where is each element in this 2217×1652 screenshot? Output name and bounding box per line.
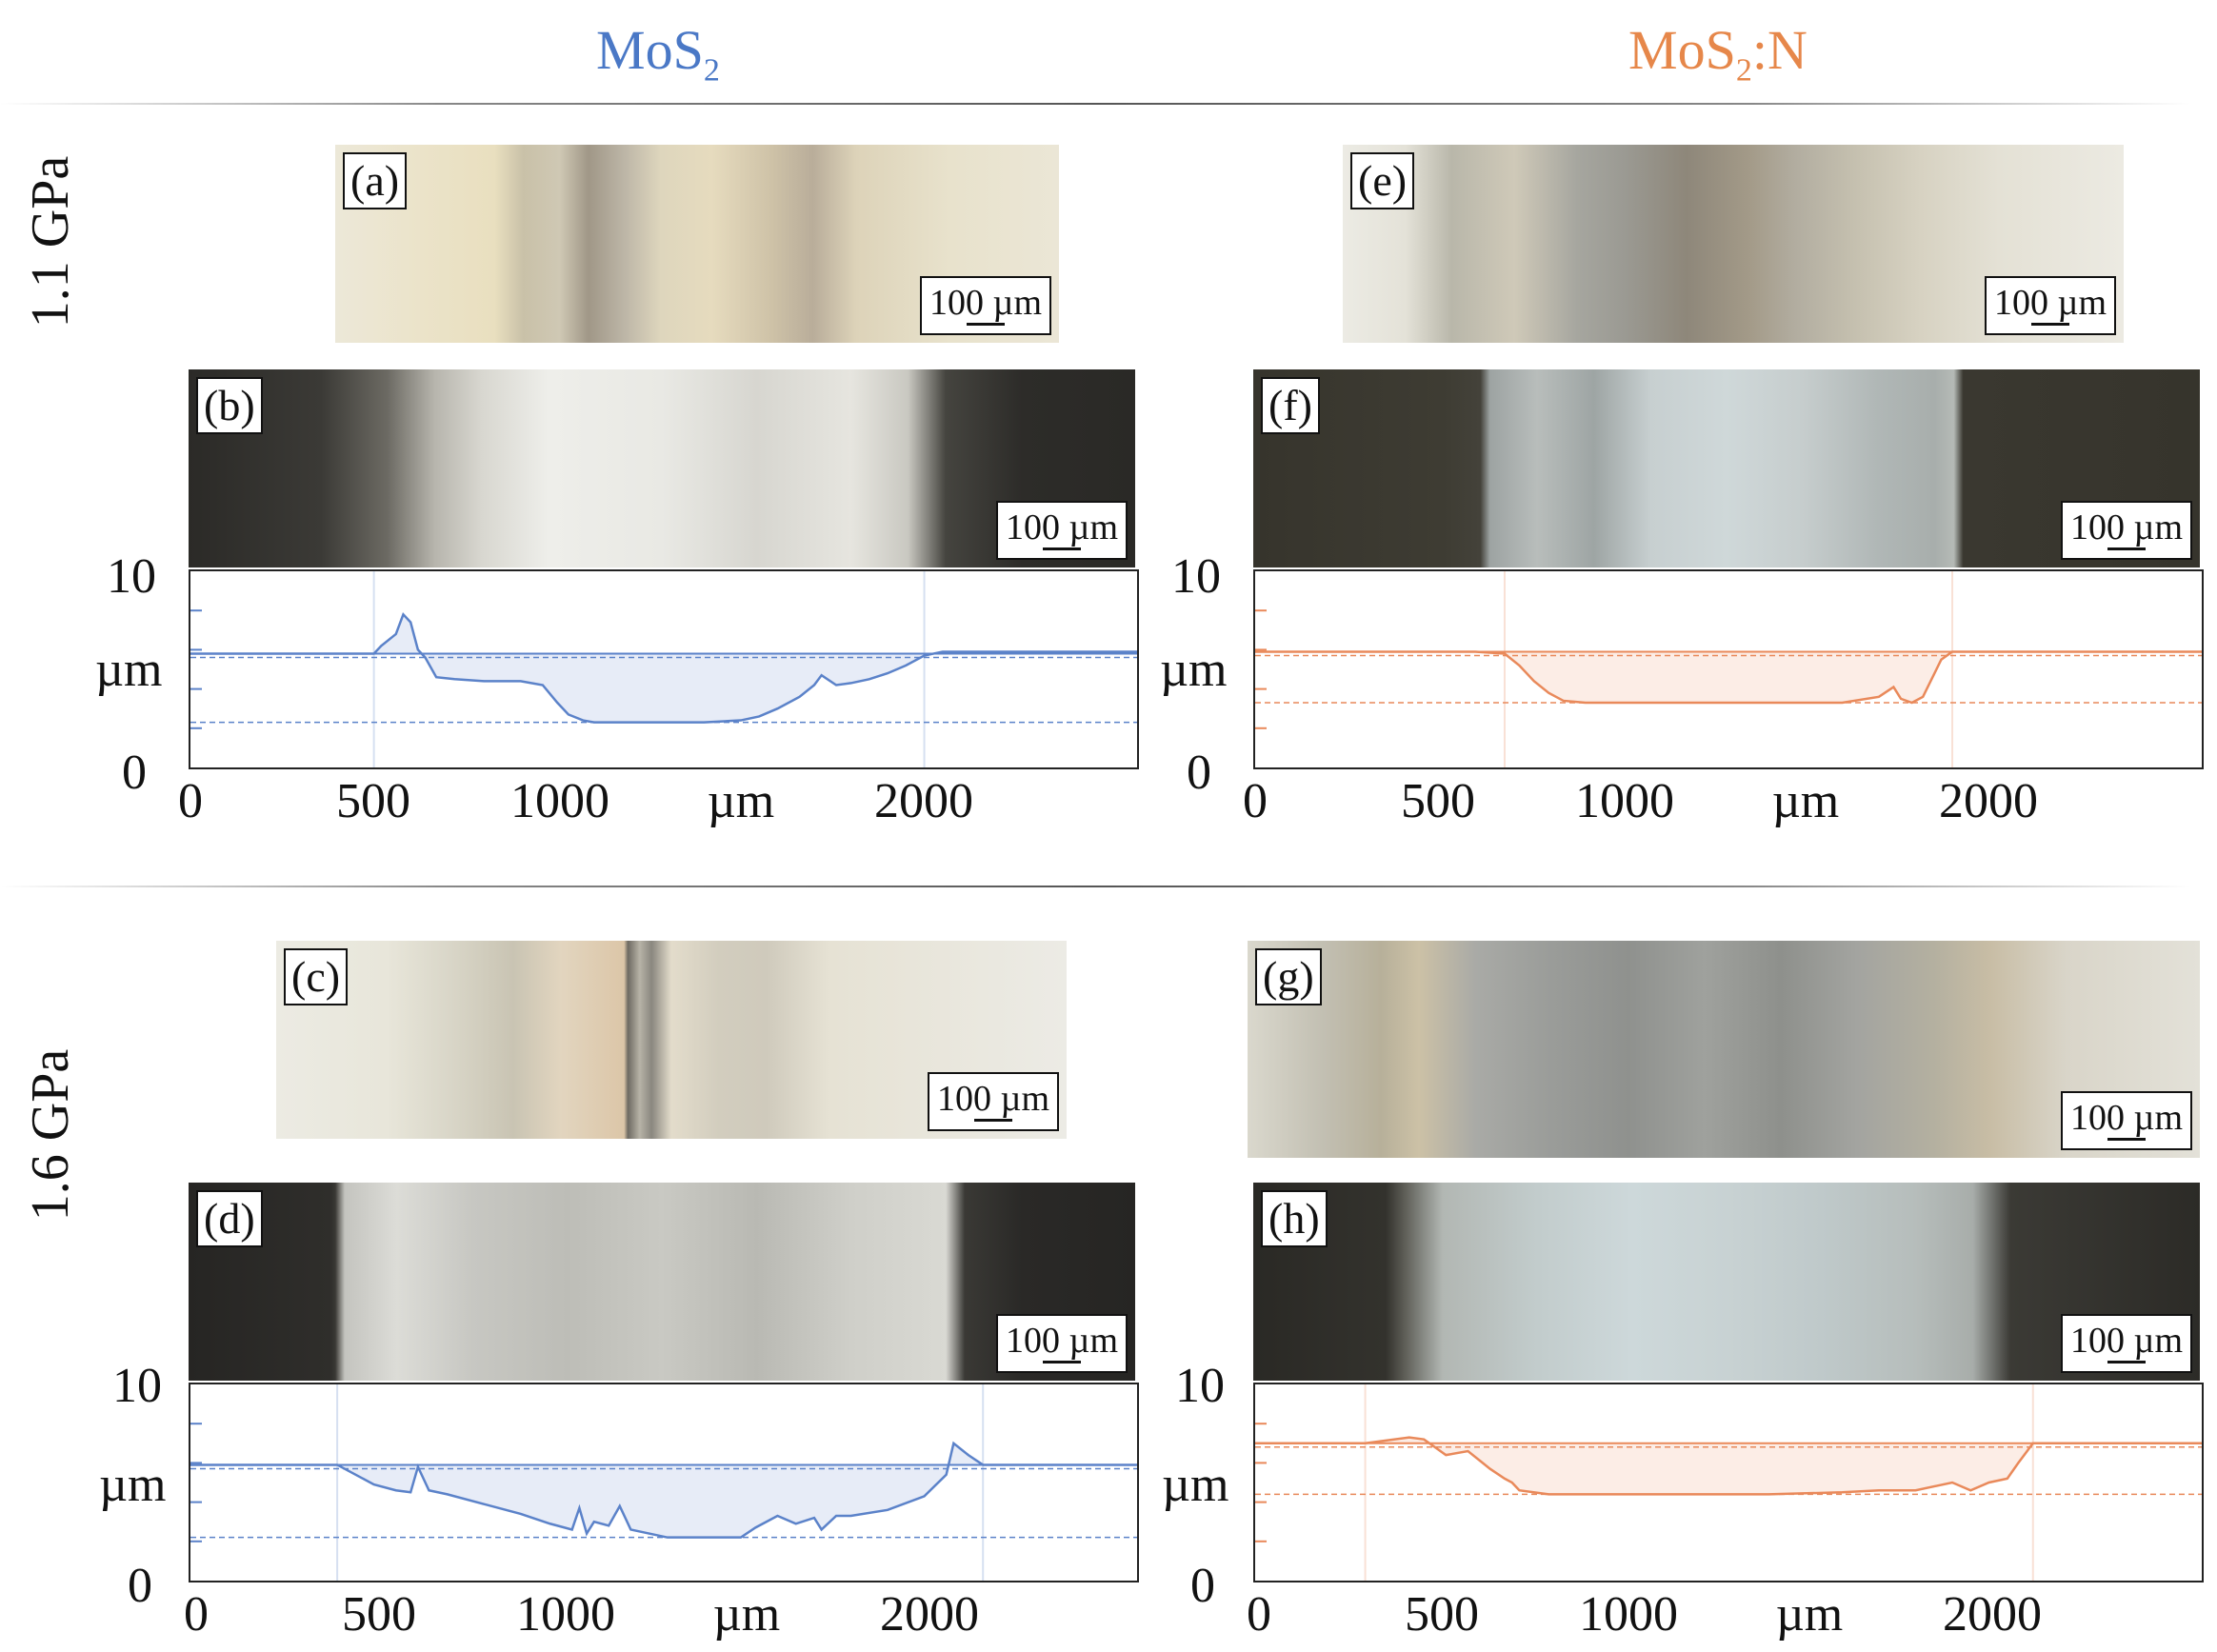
micrograph-a: (a) 100 µm [335, 145, 1059, 343]
scale-bar: 100 µm [996, 1314, 1128, 1373]
y-tick-bottom: 0 [122, 746, 147, 800]
y-axis-label: µm [1162, 1458, 1229, 1512]
column-title-mos2: MoS2 [596, 17, 720, 105]
profile-line [190, 1441, 1137, 1539]
middle-divider [0, 886, 2190, 887]
scale-bar: 100 µm [1985, 276, 2116, 335]
panel-label: (h) [1261, 1190, 1328, 1247]
profile-chart-f [1255, 571, 2202, 767]
wear-area [337, 1443, 984, 1538]
profile-line [1255, 650, 2202, 705]
scale-bar: 100 µm [928, 1072, 1059, 1131]
scale-bar-label: 100 µm [1994, 283, 2107, 323]
x-tick: 2000 [880, 1587, 979, 1642]
y-axis-label: µm [95, 643, 163, 697]
x-tick: 0 [184, 1587, 209, 1642]
y-axis-label: µm [99, 1458, 167, 1512]
y-tick-top: 10 [1171, 549, 1221, 604]
scale-bar-line [1043, 547, 1082, 550]
scale-bar-line [1043, 1361, 1082, 1363]
top-divider [0, 103, 2190, 105]
row-label-1-1-gpa: 1.1 GPa [21, 155, 80, 328]
column-title-subscript: 2 [703, 52, 720, 89]
x-tick: 0 [1243, 774, 1268, 828]
x-tick: 1000 [1579, 1587, 1678, 1642]
x-tick: 2000 [874, 774, 973, 828]
x-tick: 500 [342, 1587, 416, 1642]
scale-bar-label: 100 µm [1006, 1321, 1118, 1361]
row-label-1-6-gpa: 1.6 GPa [21, 1048, 80, 1222]
scale-bar-line [974, 1119, 1013, 1122]
profile-plot-b [189, 569, 1139, 769]
x-axis-label: µm [707, 774, 775, 828]
x-axis-label: µm [1775, 1587, 1844, 1642]
panel-label: (a) [343, 152, 408, 209]
y-tick-top: 10 [112, 1359, 162, 1413]
wear-area [1504, 651, 1953, 704]
x-tick: 2000 [1939, 774, 2038, 828]
profile-line [1255, 1436, 2202, 1496]
column-title-main: MoS [1628, 19, 1736, 81]
scale-bar-label: 100 µm [2070, 1321, 2183, 1361]
x-tick: 0 [178, 774, 203, 828]
profile-line [190, 611, 1137, 724]
scale-bar: 100 µm [920, 276, 1051, 335]
panel-label: (e) [1350, 152, 1415, 209]
column-title-subscript: 2 [1735, 52, 1752, 89]
scale-bar-line [967, 323, 1006, 326]
panel-label: (b) [196, 377, 263, 434]
x-axis-label: µm [1771, 774, 1840, 828]
y-tick-top: 10 [107, 549, 156, 604]
scale-bar: 100 µm [2061, 1314, 2192, 1373]
y-tick-bottom: 0 [128, 1559, 152, 1613]
scale-bar-line [2107, 547, 2147, 550]
scale-bar-label: 100 µm [2070, 508, 2183, 547]
x-tick: 1000 [516, 1587, 615, 1642]
x-tick: 1000 [510, 774, 609, 828]
x-tick: 500 [336, 774, 410, 828]
profile-plot-d [189, 1383, 1139, 1582]
x-axis-label: µm [712, 1587, 781, 1642]
wear-area [373, 614, 925, 723]
x-tick: 500 [1405, 1587, 1479, 1642]
micrograph-d: (d) 100 µm [189, 1183, 1135, 1381]
profile-chart-d [190, 1384, 1137, 1581]
scale-bar-line [2107, 1361, 2147, 1363]
wear-area [1365, 1437, 2033, 1495]
panel-label: (f) [1261, 377, 1320, 434]
panel-label: (g) [1255, 948, 1322, 1005]
y-axis-label: µm [1160, 643, 1228, 697]
profile-chart-b [190, 571, 1137, 767]
column-title-main: MoS [596, 19, 704, 81]
scale-bar: 100 µm [996, 501, 1128, 560]
profile-plot-f [1253, 569, 2204, 769]
scale-bar-label: 100 µm [1006, 508, 1118, 547]
scale-bar-label: 100 µm [937, 1079, 1049, 1119]
micrograph-h: (h) 100 µm [1253, 1183, 2200, 1381]
column-title-mos2n: MoS2:N [1628, 17, 1808, 105]
micrograph-b: (b) 100 µm [189, 369, 1135, 567]
micrograph-g: (g) 100 µm [1248, 941, 2200, 1158]
panel-label: (c) [284, 948, 349, 1005]
scale-bar: 100 µm [2061, 1091, 2192, 1150]
profile-chart-h [1255, 1384, 2202, 1581]
scale-bar: 100 µm [2061, 501, 2192, 560]
column-title-suffix: :N [1751, 19, 1808, 81]
x-tick: 2000 [1943, 1587, 2042, 1642]
micrograph-c: (c) 100 µm [276, 941, 1067, 1139]
scale-bar-label: 100 µm [929, 283, 1042, 323]
micrograph-e: (e) 100 µm [1343, 145, 2124, 343]
x-tick: 500 [1401, 774, 1475, 828]
y-tick-bottom: 0 [1187, 746, 1211, 800]
profile-plot-h [1253, 1383, 2204, 1582]
micrograph-f: (f) 100 µm [1253, 369, 2200, 567]
panel-label: (d) [196, 1190, 263, 1247]
scale-bar-label: 100 µm [2070, 1098, 2183, 1138]
y-tick-bottom: 0 [1190, 1559, 1215, 1613]
y-tick-top: 10 [1175, 1359, 1225, 1413]
x-tick: 1000 [1575, 774, 1674, 828]
scale-bar-line [2107, 1138, 2147, 1141]
scale-bar-line [2031, 323, 2070, 326]
x-tick: 0 [1247, 1587, 1271, 1642]
